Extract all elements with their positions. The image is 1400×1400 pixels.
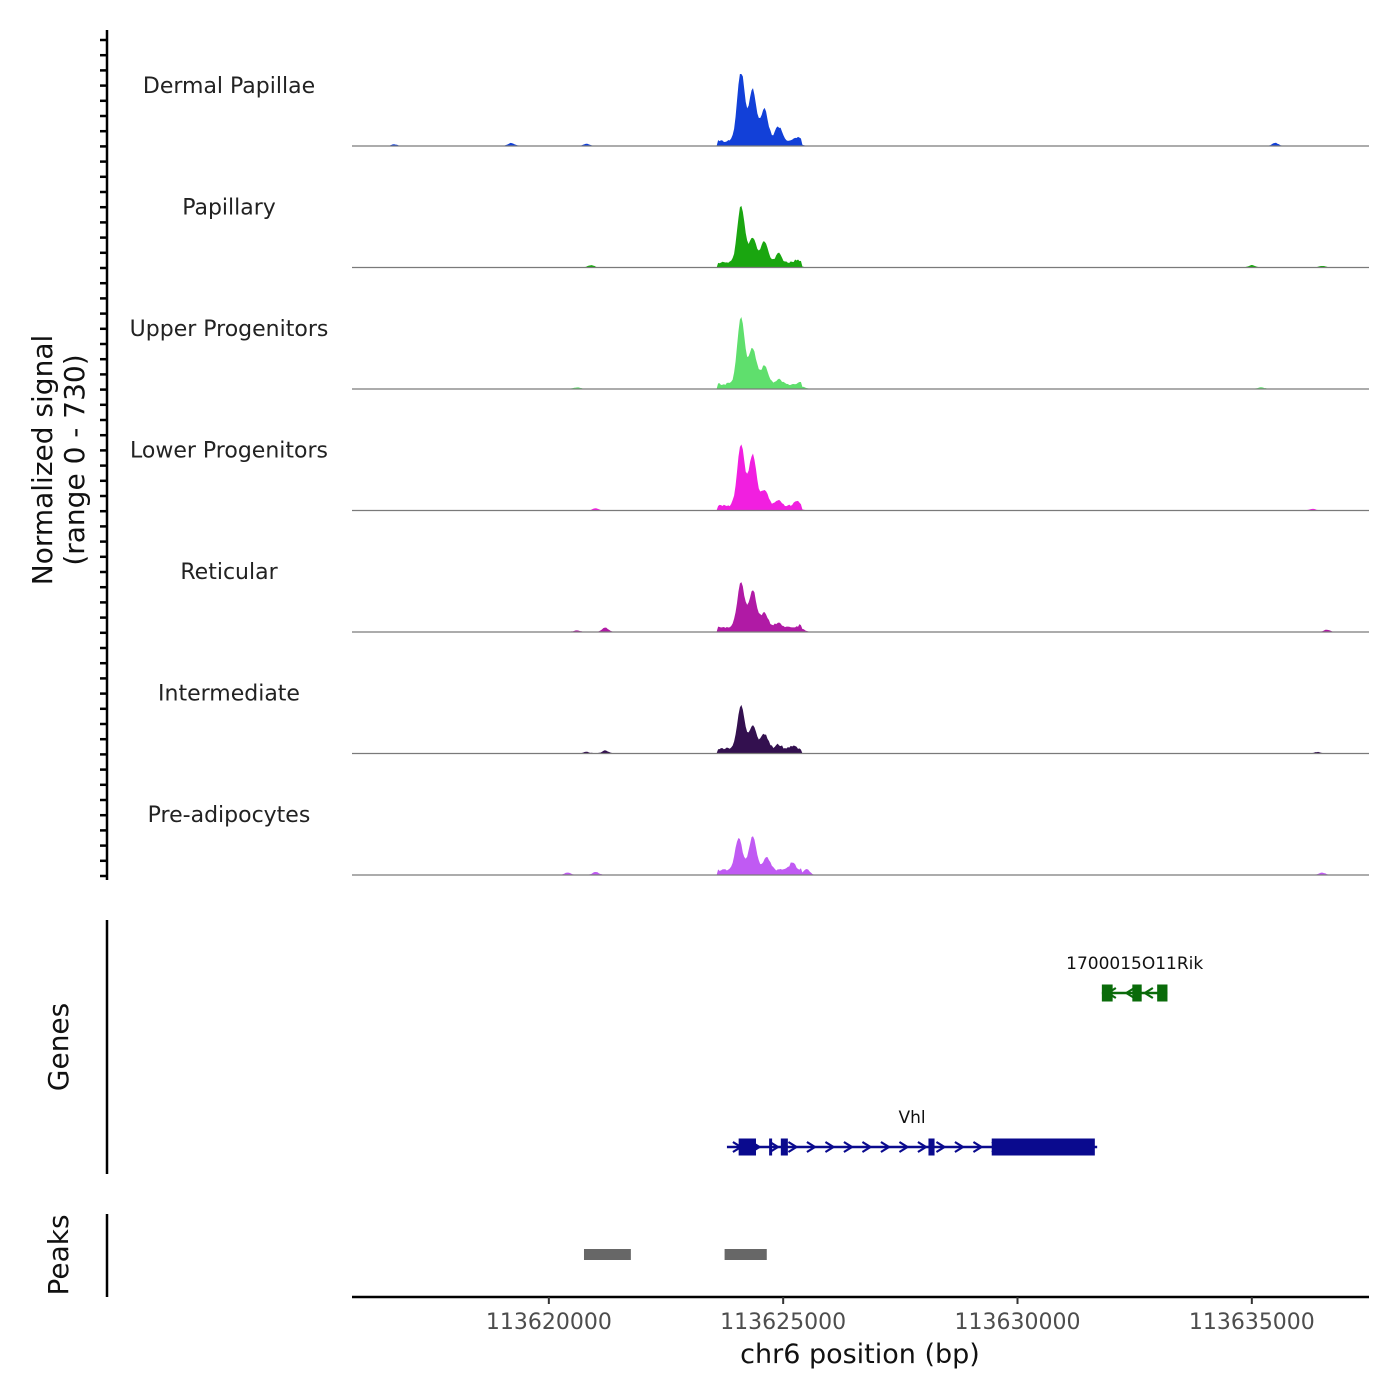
peak-regions — [583, 1249, 767, 1260]
track-papillary: Papillary — [182, 196, 1369, 269]
y-axis-title-line2: (range 0 - 730) — [58, 354, 91, 565]
gene-exon — [769, 1138, 773, 1156]
gene-exon — [1132, 984, 1142, 1002]
strand-arrow — [917, 1141, 929, 1153]
gene-exon — [928, 1138, 935, 1156]
y-axis-title: Normalized signal (range 0 - 730) — [26, 335, 91, 586]
coverage-area — [352, 704, 1369, 754]
coverage-area — [352, 836, 1369, 875]
peak-region — [724, 1249, 767, 1260]
peak-region — [583, 1249, 631, 1260]
strand-arrow — [824, 1141, 836, 1153]
track-label: Intermediate — [158, 682, 300, 707]
gene-annotations: 1700015O11Rik Vhl — [726, 954, 1203, 1156]
strand-arrow — [972, 1141, 984, 1153]
strand-arrow — [843, 1141, 855, 1153]
x-tick-label: 113630000 — [955, 1310, 1081, 1335]
track-label: Reticular — [180, 560, 278, 585]
x-axis-ticks: 113620000 113625000 113630000 113635000 — [486, 1297, 1315, 1335]
y-axis-title-line1: Normalized signal — [26, 335, 59, 586]
track-lower-progenitors: Lower Progenitors — [130, 439, 1369, 512]
x-tick-label: 113635000 — [1189, 1310, 1315, 1335]
track-label: Dermal Papillae — [143, 74, 315, 99]
peaks-title: Peaks — [42, 1214, 75, 1295]
coverage-area — [352, 444, 1369, 511]
strand-arrow — [1142, 987, 1154, 999]
track-upper-progenitors: Upper Progenitors — [130, 317, 1369, 390]
track-label: Papillary — [182, 196, 276, 221]
track-reticular: Reticular — [180, 560, 1369, 633]
strand-arrow — [954, 1141, 966, 1153]
track-intermediate: Intermediate — [158, 682, 1369, 755]
strand-arrow — [769, 1141, 781, 1153]
coverage-area — [352, 74, 1369, 146]
gene-label: 1700015O11Rik — [1066, 954, 1203, 974]
strand-arrow — [1124, 987, 1135, 999]
track-label: Lower Progenitors — [130, 439, 328, 464]
gene-exon — [991, 1138, 1095, 1156]
gene-exon — [1157, 984, 1168, 1002]
track-label: Upper Progenitors — [130, 317, 329, 342]
signal-axis-ticks — [100, 38, 107, 878]
coverage-area — [352, 205, 1369, 268]
coverage-area — [352, 317, 1369, 389]
genes-title: Genes — [42, 1003, 75, 1091]
strand-arrow — [935, 1141, 947, 1153]
gene-1700015o11rik: 1700015O11Rik — [1066, 954, 1203, 1002]
x-tick-label: 113625000 — [720, 1310, 846, 1335]
strand-arrow — [880, 1141, 892, 1153]
gene-exon — [1101, 984, 1113, 1002]
gene-label: Vhl — [899, 1108, 926, 1128]
strand-arrow — [861, 1141, 873, 1153]
strand-arrow — [898, 1141, 910, 1153]
gene-exon — [738, 1138, 756, 1156]
track-dermal-papillae: Dermal Papillae — [143, 74, 1369, 147]
strand-arrow — [787, 1141, 799, 1153]
coverage-area — [352, 582, 1369, 632]
gene-exon — [780, 1138, 788, 1156]
track-label: Pre-adipocytes — [148, 803, 311, 828]
x-tick-label: 113620000 — [486, 1310, 612, 1335]
x-axis-title: chr6 position (bp) — [740, 1339, 980, 1370]
strand-arrow — [806, 1141, 818, 1153]
track-pre-adipocytes: Pre-adipocytes — [148, 803, 1369, 876]
gene-vhl: Vhl — [726, 1108, 1098, 1156]
signal-tracks: Dermal Papillae Papillary Upper Progenitor… — [130, 74, 1369, 876]
